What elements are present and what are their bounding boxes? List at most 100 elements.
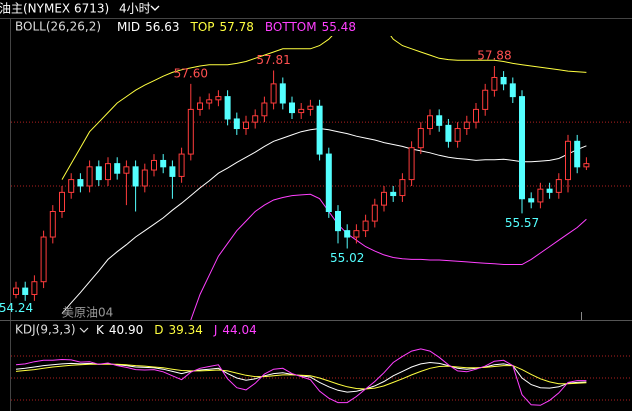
candle-body bbox=[454, 128, 461, 142]
period-chevron[interactable] bbox=[150, 5, 160, 11]
candle-body bbox=[307, 105, 314, 110]
candle-body bbox=[491, 76, 498, 91]
low-label: 55.02 bbox=[330, 251, 364, 265]
legend-value: 44.04 bbox=[222, 323, 256, 337]
candle-body bbox=[436, 115, 443, 126]
candle-body bbox=[169, 166, 176, 177]
candle-body bbox=[473, 108, 479, 123]
candle-body bbox=[243, 121, 249, 130]
candle-body bbox=[463, 121, 470, 130]
candle-body bbox=[325, 153, 332, 213]
candle-body bbox=[500, 76, 507, 85]
candle-body bbox=[279, 83, 286, 104]
candle-body bbox=[316, 105, 323, 155]
candle-body bbox=[399, 179, 406, 197]
candle-body bbox=[233, 118, 240, 130]
legend-name: TOP bbox=[190, 20, 215, 34]
legend-entry: TOP 57.78 bbox=[190, 20, 254, 34]
legend-value: 55.48 bbox=[322, 20, 356, 34]
candle-body bbox=[261, 102, 268, 117]
legend-entry: BOTTOM 55.48 bbox=[265, 20, 356, 34]
candle-body bbox=[160, 159, 167, 168]
indicator-line bbox=[61, 36, 587, 180]
candle-body bbox=[381, 191, 387, 206]
candle-body bbox=[344, 230, 351, 238]
candle-body bbox=[123, 166, 130, 174]
legend-entry: D 39.34 bbox=[154, 323, 203, 337]
candle-body bbox=[417, 128, 424, 149]
high-label: 57.88 bbox=[477, 48, 511, 62]
candle-body bbox=[390, 191, 397, 197]
indicator-line bbox=[15, 348, 587, 406]
legend-name: MID bbox=[117, 20, 140, 34]
legend-entry: J 44.04 bbox=[213, 323, 257, 337]
candle-body bbox=[519, 96, 525, 200]
candle-body bbox=[206, 99, 213, 104]
legend-value: 57.78 bbox=[220, 20, 254, 34]
candle-body bbox=[335, 211, 341, 232]
candle-body bbox=[197, 102, 203, 110]
legend-name: K bbox=[96, 323, 105, 337]
candle-body bbox=[252, 115, 259, 123]
title: 原油主(NYMEX 6713) bbox=[0, 2, 109, 16]
period-selector[interactable]: 4小时 bbox=[119, 2, 151, 16]
candle-body bbox=[565, 140, 571, 181]
candle-body bbox=[427, 115, 433, 130]
candle-body bbox=[141, 169, 148, 187]
candle-body bbox=[49, 211, 56, 238]
legend-value: 40.90 bbox=[109, 323, 143, 337]
indicator-label: BOLL(26,26,2) bbox=[15, 20, 101, 34]
candle-body bbox=[583, 163, 590, 168]
candle-body bbox=[105, 163, 111, 181]
candle-body bbox=[68, 179, 75, 193]
candle-body bbox=[13, 287, 19, 295]
candle-body bbox=[187, 108, 194, 155]
candle-body bbox=[537, 188, 544, 203]
legend-value: 56.63 bbox=[145, 20, 179, 34]
candle-body bbox=[77, 179, 84, 187]
candle-body bbox=[408, 147, 415, 181]
candle-body bbox=[445, 124, 452, 142]
indicator-chevron[interactable] bbox=[79, 327, 89, 333]
indicator-line bbox=[190, 193, 587, 320]
candle-body bbox=[215, 96, 222, 101]
indicator-label: KDJ(9,3,3) bbox=[15, 323, 76, 337]
candle-body bbox=[22, 287, 29, 295]
candle-body bbox=[151, 159, 157, 171]
candle-body bbox=[528, 198, 535, 203]
candle-body bbox=[362, 220, 369, 232]
candle-body bbox=[353, 230, 360, 238]
high-label: 57.60 bbox=[174, 66, 208, 80]
candle-body bbox=[509, 83, 516, 98]
candle-body bbox=[95, 166, 102, 181]
candle-body bbox=[40, 236, 47, 283]
candle-body bbox=[59, 191, 65, 213]
indicator-line bbox=[61, 127, 587, 314]
high-label: 57.81 bbox=[256, 53, 290, 67]
candle-body bbox=[132, 166, 139, 187]
candle-body bbox=[86, 166, 93, 187]
candle-body bbox=[574, 140, 581, 168]
candle-body bbox=[482, 89, 489, 110]
candle-body bbox=[289, 102, 295, 114]
candle-body bbox=[546, 188, 553, 193]
legend-name: D bbox=[154, 323, 163, 337]
candle-body bbox=[114, 163, 121, 174]
candle-body bbox=[298, 108, 305, 114]
legend-value: 39.34 bbox=[168, 323, 202, 337]
low-label: 54.24 bbox=[0, 301, 33, 315]
candle-body bbox=[31, 281, 38, 295]
candle-body bbox=[224, 96, 231, 120]
legend-name: J bbox=[213, 323, 218, 337]
legend-entry: MID 56.63 bbox=[117, 20, 180, 34]
candle-body bbox=[178, 153, 185, 177]
low-label: 55.57 bbox=[505, 216, 539, 230]
legend-entry: K 40.90 bbox=[96, 323, 143, 337]
candle-body bbox=[371, 204, 378, 222]
contract-label: 美原油04 bbox=[62, 306, 113, 320]
legend-name: BOTTOM bbox=[265, 20, 317, 34]
candle-body bbox=[270, 83, 277, 104]
candle-body bbox=[555, 179, 562, 193]
